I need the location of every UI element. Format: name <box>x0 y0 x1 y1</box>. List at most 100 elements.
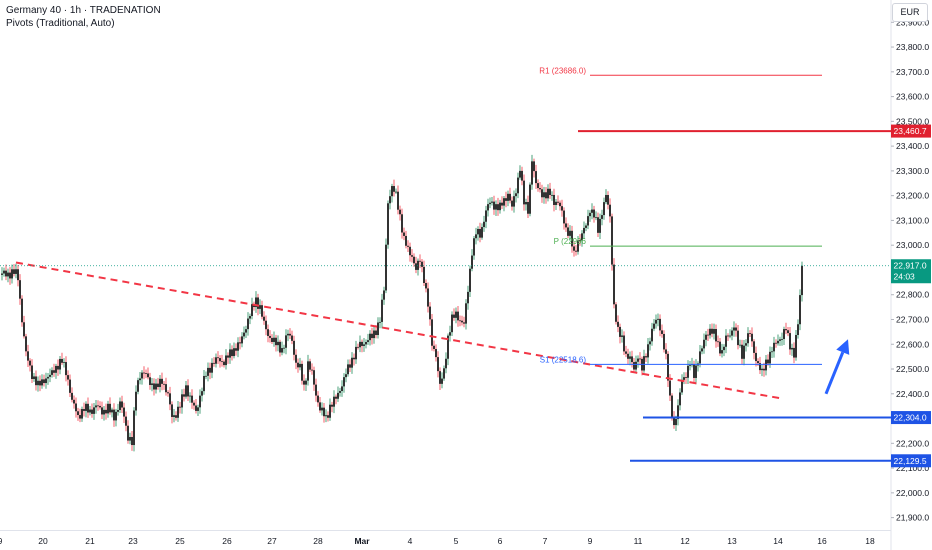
candle-body <box>287 333 289 336</box>
candle-body <box>449 332 451 336</box>
currency-button[interactable]: EUR <box>892 3 928 22</box>
x-tick-label: 7 <box>543 536 548 546</box>
candle-body <box>211 362 213 373</box>
candle-body <box>129 437 131 441</box>
pivot-label-r1: R1 (23686.0) <box>539 66 586 75</box>
candle-body <box>289 333 291 336</box>
candle-body <box>317 395 319 403</box>
candle-body <box>483 221 485 228</box>
candle-body <box>299 363 301 368</box>
candle-body <box>529 184 531 214</box>
candle-body <box>319 402 321 411</box>
candle-body <box>293 340 295 355</box>
candle-body <box>629 356 631 359</box>
arrow-shaft[interactable] <box>824 351 845 395</box>
candle-body <box>215 357 217 364</box>
candle-body <box>609 204 611 217</box>
candle-body <box>245 329 247 333</box>
candle-body <box>321 407 323 411</box>
candle-body <box>71 392 73 400</box>
candle-body <box>29 360 31 366</box>
candle-body <box>739 344 741 346</box>
candle-body <box>647 344 649 358</box>
candle-body <box>559 202 561 207</box>
candle-body <box>191 395 193 403</box>
candle-body <box>625 351 627 354</box>
candle-body <box>421 261 423 267</box>
candle-body <box>665 349 667 354</box>
x-tick-label: 5 <box>454 536 459 546</box>
candle-body <box>361 341 363 346</box>
candle-body <box>515 193 517 197</box>
candle-body <box>645 356 647 358</box>
candle-body <box>513 196 515 207</box>
candle-body <box>345 374 347 378</box>
candle-body <box>589 212 591 217</box>
arrow-head[interactable] <box>836 339 850 355</box>
candle-body <box>725 335 727 347</box>
candle-body <box>575 250 577 252</box>
candle-body <box>595 217 597 219</box>
current-price-label: 22,917.0 <box>894 261 927 271</box>
candle-body <box>159 378 161 388</box>
candle-body <box>767 359 769 364</box>
candle-body <box>793 347 795 358</box>
candle-body <box>553 194 555 205</box>
candle-body <box>137 380 139 392</box>
candle-body <box>327 415 329 418</box>
candle-body <box>187 385 189 397</box>
candle-body <box>167 392 169 394</box>
candle-body <box>507 193 509 201</box>
x-tick-label: 14 <box>773 536 783 546</box>
candle-body <box>79 415 81 419</box>
candle-body <box>601 215 603 219</box>
candle-body <box>563 210 565 224</box>
candle-body <box>65 362 67 376</box>
candle-body <box>43 379 45 384</box>
candle-body <box>633 362 635 370</box>
candle-body <box>703 339 705 349</box>
candle-body <box>33 376 35 379</box>
candle-body <box>473 238 475 256</box>
candle-body <box>431 319 433 346</box>
candle-body <box>173 415 175 417</box>
candle-body <box>235 348 237 351</box>
y-tick-label: 22,200.0 <box>896 438 929 448</box>
candle-body <box>699 351 701 364</box>
candle-body <box>195 405 197 411</box>
candle-body <box>535 171 537 184</box>
candle-body <box>799 295 801 325</box>
candle-body <box>171 404 173 417</box>
candle-body <box>649 341 651 345</box>
chart-title: Germany 40 · 1h · TRADENATION <box>6 5 161 16</box>
candle-body <box>567 227 569 236</box>
candle-body <box>695 365 697 378</box>
candle-body <box>323 407 325 417</box>
candle-body <box>283 347 285 349</box>
candle-body <box>729 335 731 337</box>
level-badge <box>891 454 931 468</box>
y-tick-label: 23,000.0 <box>896 240 929 250</box>
candle-body <box>685 377 687 378</box>
candle-body <box>313 370 315 385</box>
x-tick-label: 21 <box>85 536 95 546</box>
candle-body <box>15 269 17 274</box>
candle-body <box>761 368 763 371</box>
descending-trendline[interactable] <box>15 261 784 400</box>
candle-body <box>343 377 345 387</box>
candle-body <box>47 376 49 379</box>
candle-body <box>349 364 351 368</box>
candle-body <box>759 363 761 371</box>
level-badge <box>891 124 931 138</box>
candle-body <box>487 204 489 211</box>
indicator-legend[interactable]: Pivots (Traditional, Auto) <box>6 18 115 29</box>
candle-body <box>89 409 91 413</box>
candle-body <box>785 329 787 331</box>
candle-body <box>393 186 395 192</box>
candle-body <box>707 334 709 336</box>
candle-body <box>455 311 457 318</box>
candle-body <box>411 255 413 257</box>
x-tick-label: 13 <box>727 536 737 546</box>
candle-body <box>775 342 777 344</box>
